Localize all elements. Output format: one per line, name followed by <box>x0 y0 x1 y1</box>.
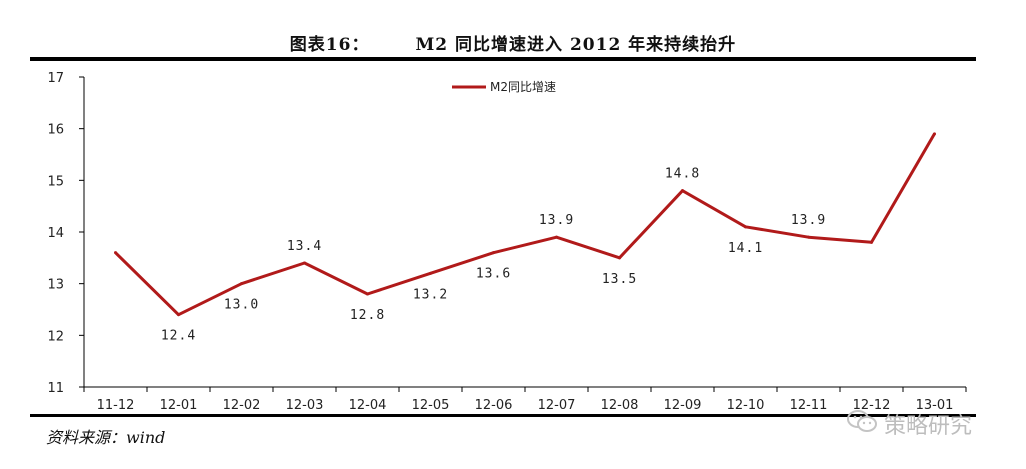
chart-title: 图表16： M2 同比增速进入 2012 年来持续抬升 <box>0 30 1026 55</box>
data-point <box>933 132 936 136</box>
x-tick-label: 12-06 <box>475 398 513 413</box>
source-note: 资料来源：wind <box>46 428 166 447</box>
y-tick-label: 17 <box>47 71 64 86</box>
legend-label: M2同比增速 <box>490 80 556 94</box>
x-tick-label: 12-11 <box>790 398 828 413</box>
x-tick-label: 11-12 <box>97 398 135 413</box>
bottom-rule <box>30 414 976 417</box>
watermark-text: 策略研究 <box>884 414 973 439</box>
data-label: 13.9 <box>539 213 574 228</box>
data-point <box>744 225 747 229</box>
x-tick-label: 12-09 <box>664 398 702 413</box>
data-label: 14.1 <box>728 241 763 256</box>
data-point <box>555 235 558 239</box>
wechat-icon <box>846 408 878 440</box>
data-label: 13.4 <box>287 239 322 254</box>
data-point <box>303 261 306 265</box>
y-tick-label: 15 <box>47 174 64 189</box>
x-tick-label: 12-05 <box>412 398 450 413</box>
y-tick-label: 11 <box>47 381 64 396</box>
data-point <box>492 251 495 255</box>
y-tick-label: 12 <box>47 329 64 344</box>
x-tick-label: 12-10 <box>727 398 765 413</box>
data-point <box>807 235 810 239</box>
x-tick-label: 12-01 <box>160 398 198 413</box>
data-point <box>177 313 180 317</box>
data-label: 12.8 <box>350 308 385 323</box>
data-point <box>114 251 117 255</box>
x-tick-label: 12-07 <box>538 398 576 413</box>
data-point <box>618 256 621 260</box>
y-tick-label: 14 <box>47 226 64 241</box>
data-point <box>870 240 873 244</box>
x-tick-label: 12-12 <box>853 398 891 413</box>
data-label: 13.0 <box>224 298 259 313</box>
y-tick-label: 16 <box>47 123 64 138</box>
data-label: 13.9 <box>791 213 826 228</box>
data-label: 14.8 <box>665 167 700 182</box>
y-tick-label: 13 <box>47 278 64 293</box>
data-label: 13.2 <box>413 287 448 302</box>
data-label: 13.5 <box>602 272 637 287</box>
x-tick-label: 12-02 <box>223 398 261 413</box>
series-line-m2 <box>114 133 936 317</box>
x-tick-label: 12-04 <box>349 398 387 413</box>
figure-title: M2 同比增速进入 2012 年来持续抬升 <box>415 35 737 55</box>
data-point <box>681 189 684 193</box>
watermark: 策略研究 <box>846 409 972 439</box>
data-label: 12.4 <box>161 329 196 344</box>
x-tick-label: 13-01 <box>916 398 954 413</box>
x-tick-label: 12-03 <box>286 398 324 413</box>
data-point <box>240 282 243 286</box>
top-rule <box>30 57 976 61</box>
data-point <box>429 271 432 275</box>
x-tick-label: 12-08 <box>601 398 639 413</box>
data-point <box>366 292 369 296</box>
figure-number: 图表16： <box>289 35 370 55</box>
data-label: 13.6 <box>476 267 511 282</box>
